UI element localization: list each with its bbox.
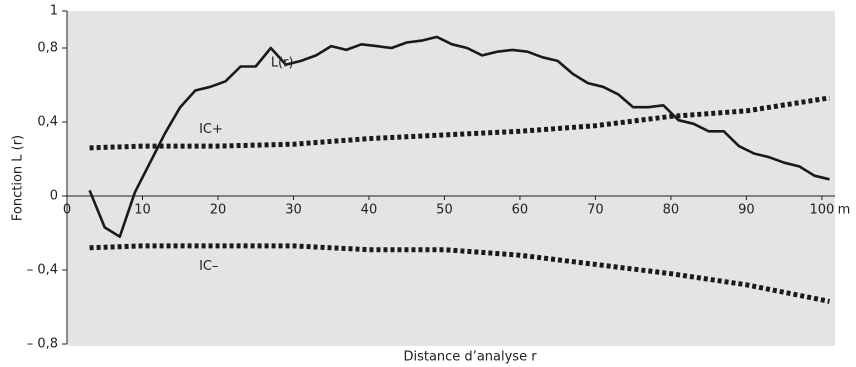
y-tick-label: 1 [50, 4, 58, 19]
x-tick-label: 20 [210, 203, 227, 218]
x-tick-label: 10 [134, 203, 151, 218]
y-tick-label: – 0,4 [27, 263, 58, 278]
y-axis-title: Fonction L (r) [11, 135, 26, 221]
x-tick-label: 70 [587, 203, 604, 218]
series-label: IC– [199, 259, 218, 274]
x-axis-title: Distance d’analyse r [403, 350, 537, 365]
x-tick-label: 0 [63, 203, 71, 218]
x-tick-label: 30 [285, 203, 302, 218]
y-tick-label: 0,4 [37, 115, 58, 130]
x-tick-label: 50 [436, 203, 453, 218]
x-tick-label: 40 [361, 203, 378, 218]
x-tick-label: 80 [663, 203, 680, 218]
y-tick-label: – 0,8 [27, 337, 58, 352]
x-tick-label: 100 [809, 203, 834, 218]
series-line [88, 35, 830, 238]
x-tick-label: 90 [738, 203, 755, 218]
y-tick-label: 0,8 [37, 41, 58, 56]
series-label: IC+ [199, 122, 223, 137]
y-tick-label: 0 [50, 189, 58, 204]
plot-area [67, 11, 835, 346]
x-tick-label: 60 [512, 203, 529, 218]
x-unit: m [838, 203, 851, 218]
series-label: L(r) [271, 55, 294, 70]
